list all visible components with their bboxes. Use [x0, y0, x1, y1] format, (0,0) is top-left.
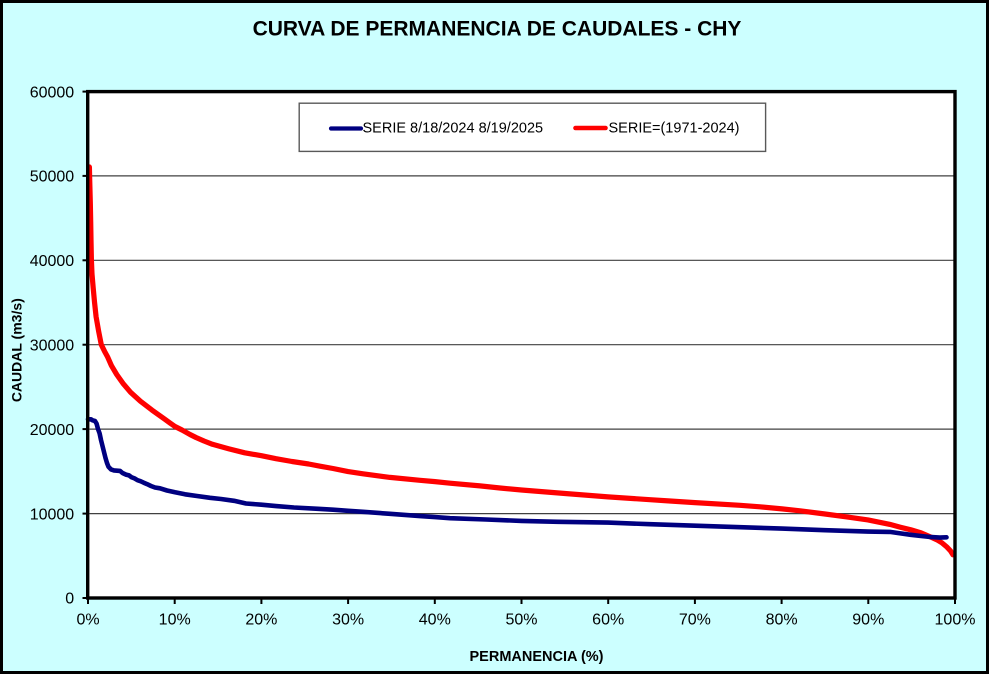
svg-text:60%: 60% [592, 612, 624, 629]
svg-text:30000: 30000 [30, 337, 75, 354]
svg-text:CURVA DE PERMANENCIA DE CAUDAL: CURVA DE PERMANENCIA DE CAUDALES - CHY [253, 18, 742, 41]
svg-text:20000: 20000 [30, 422, 75, 439]
svg-text:100%: 100% [935, 612, 976, 629]
svg-text:70%: 70% [679, 612, 711, 629]
svg-text:40%: 40% [419, 612, 451, 629]
svg-text:50000: 50000 [30, 169, 75, 186]
svg-text:40000: 40000 [30, 253, 75, 270]
svg-text:60000: 60000 [30, 84, 75, 101]
svg-text:50%: 50% [505, 612, 537, 629]
svg-text:CAUDAL (m3/s): CAUDAL (m3/s) [9, 298, 25, 402]
svg-text:SERIE 8/18/2024 8/19/2025: SERIE 8/18/2024 8/19/2025 [363, 121, 544, 137]
svg-text:10000: 10000 [30, 506, 75, 523]
svg-text:0%: 0% [76, 612, 99, 629]
svg-text:90%: 90% [852, 612, 884, 629]
svg-text:10%: 10% [159, 612, 191, 629]
svg-text:0: 0 [65, 591, 74, 608]
svg-text:PERMANENCIA (%): PERMANENCIA (%) [470, 649, 604, 665]
svg-text:SERIE=(1971-2024): SERIE=(1971-2024) [609, 121, 740, 137]
svg-text:20%: 20% [245, 612, 277, 629]
svg-text:80%: 80% [766, 612, 798, 629]
svg-text:30%: 30% [332, 612, 364, 629]
